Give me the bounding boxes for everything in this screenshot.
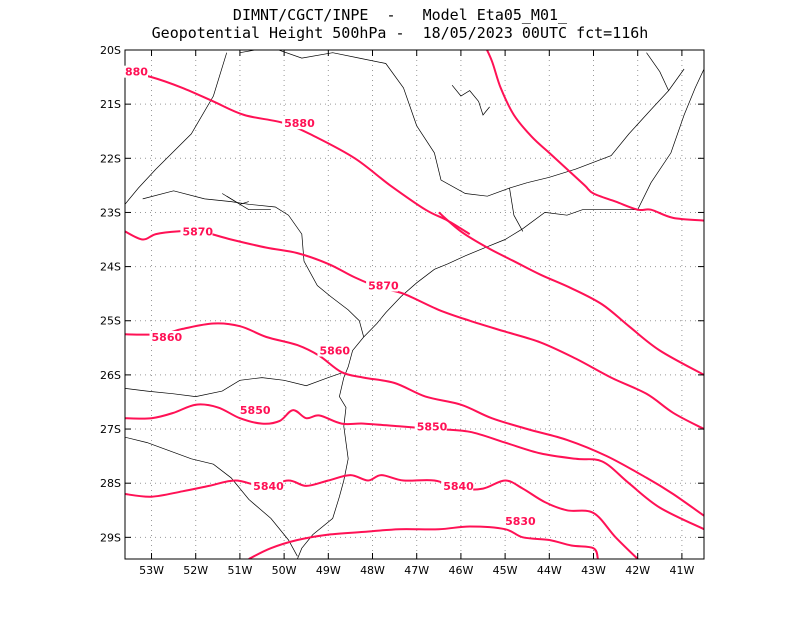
lon-tick-label: 44W bbox=[537, 564, 562, 577]
coastline bbox=[297, 68, 704, 559]
contour-label-bg bbox=[237, 404, 270, 417]
contour-label: 5830 bbox=[505, 515, 536, 528]
contour-label: 5880 bbox=[284, 117, 315, 130]
map-frame bbox=[124, 49, 705, 560]
state-border-rj-sp bbox=[509, 188, 524, 232]
contour-label: 5860 bbox=[152, 331, 183, 344]
title-line-2: Geopotential Height 500hPa - 18/05/2023 … bbox=[151, 24, 649, 42]
lat-tick-label: 27S bbox=[100, 423, 121, 436]
axis-ticks: 53W 52W 51W 50W 49W 48W 47W 46W 45W 44W 43W 42W 41W 2… bbox=[100, 44, 704, 577]
contour-label-bg bbox=[414, 420, 447, 433]
lon-tick-label: 42W bbox=[625, 564, 650, 577]
lat-tick-label: 23S bbox=[100, 206, 121, 219]
contour-label-bg bbox=[180, 225, 213, 238]
lat-tick-label: 22S bbox=[100, 152, 121, 165]
contour-label-bg bbox=[317, 344, 350, 357]
contour-label: 5870 bbox=[368, 280, 399, 293]
state-border-mg-rj bbox=[527, 68, 685, 184]
lon-tick-label: 41W bbox=[669, 564, 694, 577]
lat-tick-label: 21S bbox=[100, 98, 121, 111]
lat-tick-label: 24S bbox=[100, 261, 121, 274]
state-border-pr-sc bbox=[125, 371, 344, 397]
lon-tick-label: 49W bbox=[316, 564, 341, 577]
contour-label: 880 bbox=[125, 66, 148, 79]
contour-label-bg bbox=[366, 279, 399, 292]
lat-tick-label: 25S bbox=[100, 315, 121, 328]
state-border-sp-mg bbox=[239, 50, 528, 197]
contour-5830 bbox=[248, 525, 599, 559]
lake-furnas bbox=[451, 84, 490, 116]
contour-label: 5850 bbox=[240, 404, 271, 417]
lat-tick-label: 20S bbox=[100, 44, 121, 57]
contour-label: 5860 bbox=[319, 345, 350, 358]
graticule bbox=[125, 49, 704, 559]
lat-tick-label: 26S bbox=[100, 369, 121, 382]
contour-5840 bbox=[125, 474, 639, 559]
lon-tick-label: 51W bbox=[227, 564, 252, 577]
contour-label-bg bbox=[123, 65, 148, 78]
contour-label-bg bbox=[503, 515, 536, 528]
lat-tick-label: 29S bbox=[100, 531, 121, 544]
contour-label: 5840 bbox=[253, 480, 284, 493]
lon-tick-label: 47W bbox=[404, 564, 429, 577]
state-border-sc-rs bbox=[125, 436, 298, 557]
state-border-pr-sp bbox=[142, 190, 365, 338]
contour-5850 bbox=[125, 403, 704, 531]
political-boundaries bbox=[125, 50, 704, 559]
contour-label: 5840 bbox=[443, 480, 474, 493]
lat-tick-label: 28S bbox=[100, 477, 121, 490]
state-border-ms-sp bbox=[125, 52, 228, 205]
lon-tick-label: 46W bbox=[448, 564, 473, 577]
lon-tick-label: 45W bbox=[493, 564, 518, 577]
contour-label-bg bbox=[149, 330, 182, 343]
lon-tick-label: 50W bbox=[272, 564, 297, 577]
lon-tick-label: 48W bbox=[360, 564, 385, 577]
contour-5880 bbox=[125, 70, 471, 235]
contour-5870 bbox=[125, 229, 704, 430]
contour-label: 5850 bbox=[417, 420, 448, 433]
title-line-1: DIMNT/CGCT/INPE - Model Eta05_M01_ bbox=[232, 6, 568, 24]
reservoir-capivara bbox=[226, 195, 249, 205]
contour-label-bg bbox=[282, 117, 315, 130]
contour-label: 5870 bbox=[182, 225, 213, 238]
contour-labels: 880 5880 5870 5870 5860 5860 5850 5850 5840 5840 5… bbox=[123, 65, 536, 528]
state-border-mg-es bbox=[646, 52, 669, 91]
lon-tick-label: 43W bbox=[581, 564, 606, 577]
contour-5860 bbox=[125, 322, 704, 517]
lon-tick-label: 52W bbox=[183, 564, 208, 577]
contour-label-bg bbox=[251, 479, 284, 492]
contour-label-bg bbox=[441, 479, 474, 492]
lon-tick-label: 53W bbox=[139, 564, 164, 577]
contour-5880 bbox=[485, 50, 704, 222]
contour-5870 bbox=[438, 211, 704, 376]
